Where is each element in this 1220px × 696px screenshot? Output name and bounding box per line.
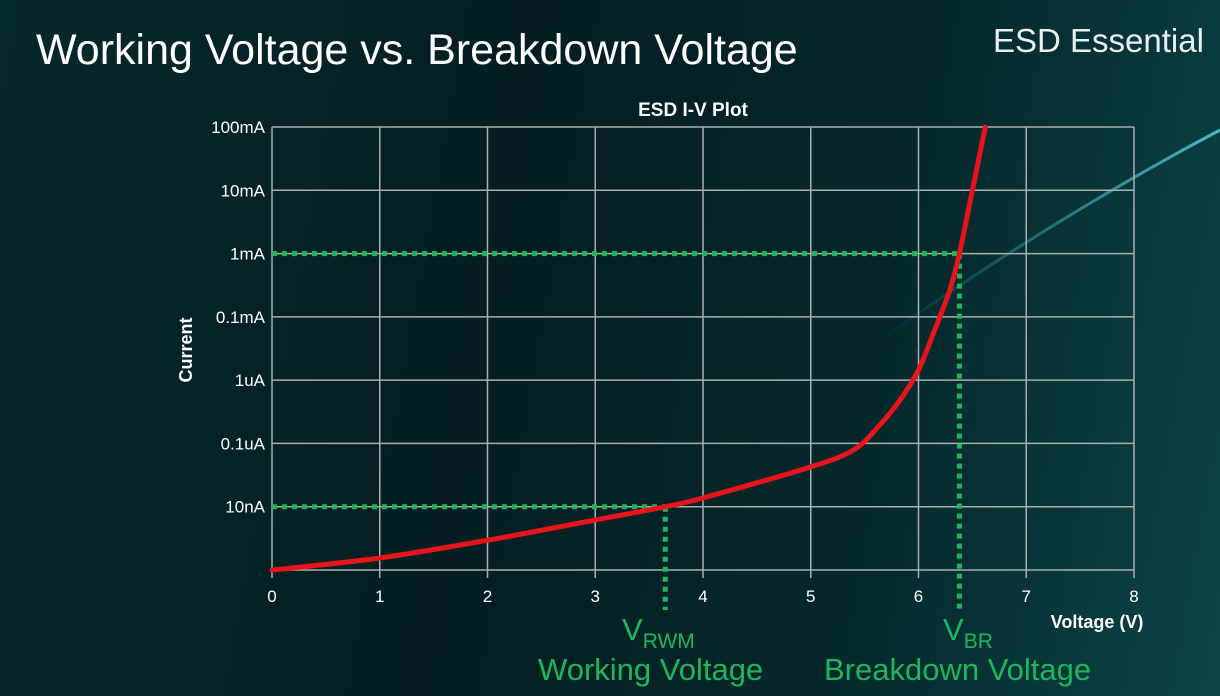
y-tick-label: 10nA — [225, 498, 265, 517]
x-tick-label: 3 — [591, 587, 600, 606]
y-tick-label: 1uA — [235, 371, 266, 390]
breakdown-voltage-caption: Breakdown Voltage — [824, 652, 1092, 687]
slide-title: Working Voltage vs. Breakdown Voltage — [36, 26, 798, 74]
vbr-subscript: BR — [963, 630, 993, 653]
x-tick-label: 1 — [375, 587, 384, 606]
vrwm-subscript: RWM — [642, 630, 695, 653]
chart-title: ESD I-V Plot — [638, 100, 748, 121]
x-axis-label: Voltage (V) — [1051, 612, 1144, 632]
vrwm-label: VRWM — [622, 612, 695, 654]
y-tick-label: 10mA — [221, 181, 266, 200]
x-tick-label: 6 — [914, 587, 923, 606]
y-tick-label: 1mA — [230, 245, 266, 264]
working-voltage-caption: Working Voltage — [538, 652, 764, 687]
y-tick-label: 100mA — [211, 118, 266, 137]
x-tick-label: 5 — [806, 587, 815, 606]
x-tick-label: 8 — [1129, 587, 1138, 606]
brand-logo-text: ESD Essential — [993, 22, 1204, 59]
decorative-streak — [879, 128, 1220, 342]
x-tick-label: 7 — [1022, 587, 1031, 606]
y-tick-label: 0.1uA — [221, 434, 266, 453]
vrwm-symbol: V — [622, 612, 643, 647]
y-tick-label: 0.1mA — [216, 308, 266, 327]
x-tick-label: 2 — [483, 587, 492, 606]
x-tick-label: 4 — [698, 587, 707, 606]
vbr-symbol: V — [943, 612, 964, 647]
vbr-label: VBR — [943, 612, 993, 654]
x-tick-label: 0 — [267, 587, 276, 606]
iv-curve — [269, 124, 988, 573]
y-axis-label: Current — [176, 317, 196, 382]
